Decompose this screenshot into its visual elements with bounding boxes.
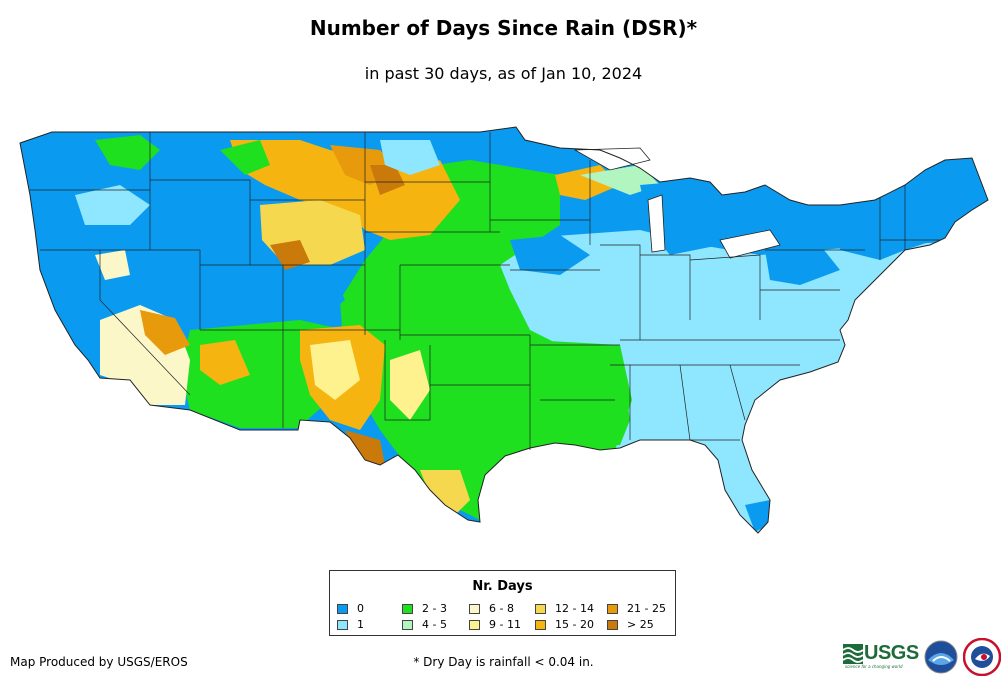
dsr-zone-15-20-north xyxy=(230,140,460,240)
legend-label: 15 - 20 xyxy=(555,618,594,631)
legend-swatch xyxy=(607,604,618,614)
legend-swatch xyxy=(402,604,413,614)
dsr-zone-2-3-mt xyxy=(220,140,270,175)
dsr-zone-0-fl xyxy=(745,500,770,532)
legend-swatch xyxy=(535,620,546,630)
legend-swatch xyxy=(469,620,480,630)
dsr-zone-1-nd xyxy=(380,140,440,175)
ok-panhandle-border xyxy=(384,340,431,421)
legend-label: 12 - 14 xyxy=(555,602,594,615)
legend-label: 4 - 5 xyxy=(422,618,447,631)
legend-label: 21 - 25 xyxy=(627,602,666,615)
legend-label: 2 - 3 xyxy=(422,602,447,615)
map-title: Number of Days Since Rain (DSR)* xyxy=(309,16,698,40)
in-border xyxy=(640,254,691,320)
legend-label: 1 xyxy=(357,618,364,631)
dsr-zone-9-11-tx xyxy=(390,350,430,420)
dsr-zone-gt25-tx xyxy=(345,430,385,465)
dsr-zone-9-11-nm xyxy=(310,340,360,400)
dsr-zone-2-3-south xyxy=(530,340,632,450)
legend-swatch xyxy=(535,604,546,614)
usgs-tagline: science for a changing world xyxy=(845,664,903,669)
lake-superior xyxy=(573,147,651,171)
usgs-logo-text: USGS xyxy=(864,642,919,664)
legend-swatch xyxy=(469,604,480,614)
legend-label: 6 - 8 xyxy=(489,602,514,615)
legend: Nr. Days 0 1 2 - 3 4 - 5 6 - 8 9 - 11 12 - 14 1… xyxy=(329,570,676,636)
dsr-zone-4-5-wi xyxy=(580,165,660,195)
oh-border xyxy=(689,254,761,320)
legend-swatch xyxy=(337,620,348,630)
dsr-zone-6-8-nv xyxy=(95,250,130,280)
ga-sc-border xyxy=(729,364,746,421)
legend-swatch xyxy=(402,620,413,630)
dsr-zone-12-14-stx xyxy=(420,470,470,515)
dsr-zone-1-nw xyxy=(75,185,150,225)
id-mt-border xyxy=(150,179,251,200)
dsr-zone-0-co xyxy=(290,268,345,320)
lake-erie xyxy=(719,229,781,259)
dsr-zone-0-ne xyxy=(830,158,988,260)
il-border xyxy=(600,244,641,340)
dsr-zone-gt25-north xyxy=(370,165,405,195)
lake-michigan xyxy=(647,194,666,253)
dsr-zone-21-25-sw xyxy=(140,310,190,355)
dsr-zone-2-3-nw xyxy=(95,135,160,170)
map-credit: Map Produced by USGS/EROS xyxy=(10,655,188,669)
dsr-zone-0-ia xyxy=(510,235,590,275)
noaa-logo-icon xyxy=(924,640,958,674)
usgs-wave-icon xyxy=(843,644,863,664)
legend-title: Nr. Days xyxy=(472,579,533,594)
legend-swatch xyxy=(607,620,618,630)
legend-label: 0 xyxy=(357,602,364,615)
al-ga-border xyxy=(679,364,691,441)
state-boundaries xyxy=(30,132,940,450)
usgs-logo: USGS science for a changing world xyxy=(843,642,919,669)
legend-label: > 25 xyxy=(627,618,654,631)
dsr-zone-gt25-co xyxy=(270,240,310,270)
us-outline xyxy=(19,126,989,534)
nws-logo-icon xyxy=(963,638,1001,676)
dry-day-footnote: * Dry Day is rainfall < 0.04 in. xyxy=(413,655,594,669)
ca-nv-border xyxy=(99,250,191,396)
dsr-zone-15-20-az xyxy=(200,340,250,385)
legend-swatch xyxy=(337,604,348,614)
dsr-zone-0-pa xyxy=(765,245,840,285)
map-subtitle: in past 30 days, as of Jan 10, 2024 xyxy=(364,64,643,83)
legend-label: 9 - 11 xyxy=(489,618,521,631)
